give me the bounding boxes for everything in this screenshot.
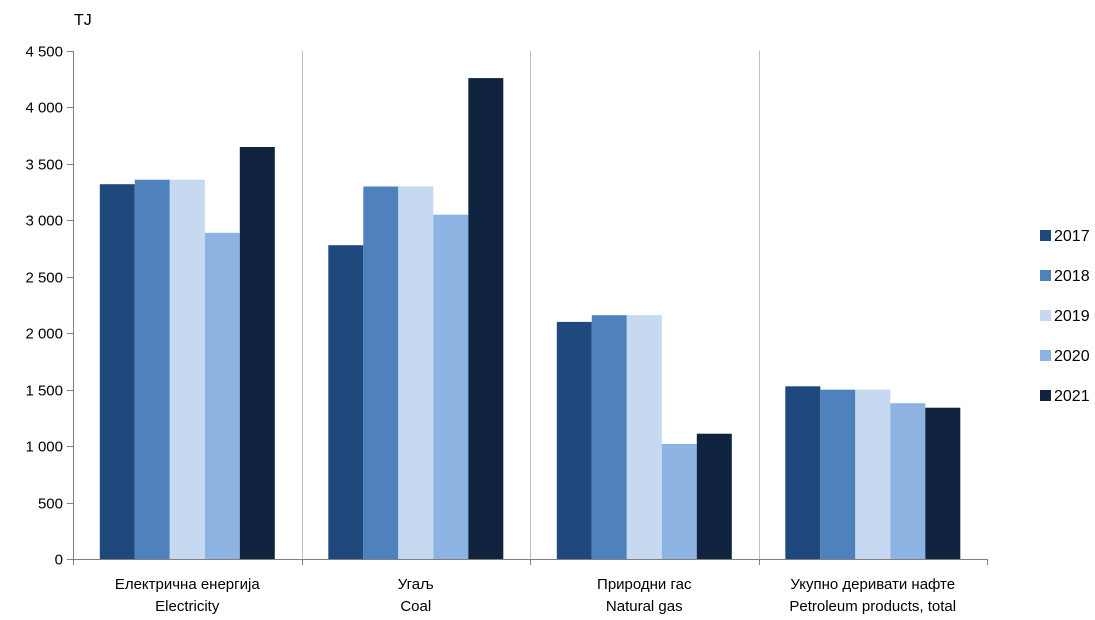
- bar-2021-electricity: [239, 147, 275, 559]
- bar-2019-coal: [398, 186, 434, 559]
- legend-swatch-2020: [1040, 350, 1051, 361]
- x-axis-categories: Електрична енергија Electricity Угаљ Coal Пр…: [115, 576, 956, 615]
- legend-label-2017: 2017: [1054, 228, 1090, 245]
- legend-label-2020: 2020: [1054, 348, 1090, 365]
- category-label-english: Coal: [400, 598, 431, 615]
- bar-2017-electricity: [99, 184, 135, 559]
- y-tick-label: 0: [55, 552, 63, 569]
- bar-2018-petroleum-products-total: [820, 389, 856, 559]
- y-axis-unit-label: TJ: [74, 12, 92, 29]
- bar-2017-natural-gas: [556, 321, 592, 559]
- y-tick-label: 2 500: [25, 270, 63, 287]
- bar-2019-petroleum-products-total: [855, 389, 891, 559]
- category-label-serbian: Природни гас: [597, 576, 692, 593]
- bar-2021-coal: [468, 78, 504, 559]
- y-tick-label: 3 500: [25, 157, 63, 174]
- legend-label-2019: 2019: [1054, 308, 1090, 325]
- y-tick-label: 1 000: [25, 439, 63, 456]
- category-label-serbian: Угаљ: [398, 576, 434, 593]
- legend: 2017 2018 2019 2020 2021: [1040, 228, 1090, 405]
- legend-label-2018: 2018: [1054, 268, 1090, 285]
- category-label-english: Natural gas: [606, 598, 683, 615]
- axes-group: [73, 51, 988, 565]
- bar-2017-coal: [328, 245, 364, 559]
- category-label-english: Petroleum products, total: [789, 598, 956, 615]
- legend-swatch-2019: [1040, 310, 1051, 321]
- legend-swatch-2018: [1040, 270, 1051, 281]
- bar-2021-natural-gas: [696, 433, 732, 559]
- y-tick-label: 500: [38, 496, 63, 513]
- bar-2020-natural-gas: [661, 443, 697, 559]
- category-label-serbian: Електрична енергија: [115, 576, 261, 593]
- bar-2018-natural-gas: [591, 315, 627, 559]
- bar-2019-natural-gas: [626, 315, 662, 559]
- bar-2017-petroleum-products-total: [785, 386, 821, 559]
- bar-2018-coal: [363, 186, 399, 559]
- bar-2018-electricity: [134, 179, 170, 559]
- legend-swatch-2021: [1040, 390, 1051, 401]
- y-axis-ticks: 0 500 1 000 1 500 2 000 2 500 3 000 3 500 4 000 4…: [25, 44, 73, 569]
- y-tick-label: 2 000: [25, 326, 63, 343]
- bar-2020-coal: [433, 214, 469, 559]
- bar-2021-petroleum-products-total: [925, 407, 961, 559]
- bar-2019-electricity: [169, 179, 205, 559]
- y-tick-label: 4 500: [25, 44, 63, 61]
- bar-2020-petroleum-products-total: [890, 403, 926, 559]
- y-tick-label: 1 500: [25, 383, 63, 400]
- category-label-serbian: Укупно деривати нафте: [790, 576, 955, 593]
- bars-group: [99, 78, 961, 560]
- legend-swatch-2017: [1040, 230, 1051, 241]
- bar-2020-electricity: [204, 232, 240, 560]
- grid-lines: [302, 51, 760, 559]
- legend-label-2021: 2021: [1054, 388, 1090, 405]
- y-tick-label: 3 000: [25, 213, 63, 230]
- y-tick-label: 4 000: [25, 100, 63, 117]
- category-label-english: Electricity: [155, 598, 220, 615]
